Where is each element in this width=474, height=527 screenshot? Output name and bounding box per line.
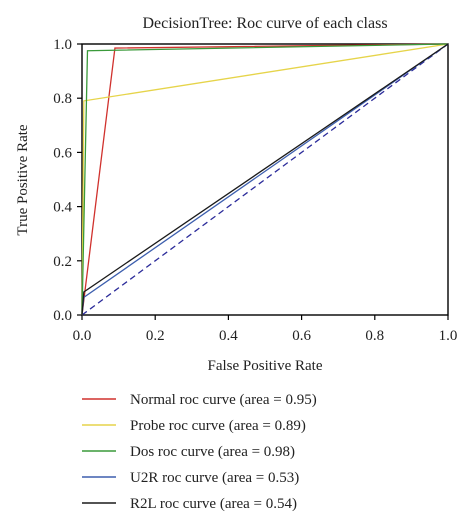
chart-title: DecisionTree: Roc curve of each class: [142, 15, 387, 32]
series-line-1: [81, 43, 449, 316]
legend-label: U2R roc curve (area = 0.53): [130, 470, 299, 486]
legend: Normal roc curve (area = 0.95) Probe roc …: [82, 392, 317, 512]
y-tick-label: 0.6: [53, 145, 72, 161]
y-tick-label: 0.8: [53, 91, 72, 107]
legend-label: Normal roc curve (area = 0.95): [130, 392, 317, 408]
legend-label: R2L roc curve (area = 0.54): [130, 496, 297, 512]
x-tick-label: 0.4: [219, 328, 238, 344]
series-line-2: [81, 43, 449, 316]
x-tick-label: 0.2: [146, 328, 165, 344]
y-axis-ticks: 0.0 0.2 0.4 0.6 0.8 1.0: [53, 37, 82, 324]
legend-label: Dos roc curve (area = 0.98): [130, 444, 295, 460]
series-layer: [81, 43, 449, 316]
y-tick-label: 1.0: [53, 37, 72, 53]
legend-label: Probe roc curve (area = 0.89): [130, 418, 306, 434]
reference-diagonal-line: [81, 43, 449, 316]
x-tick-label: 0.0: [73, 328, 92, 344]
series-line-4: [81, 43, 449, 316]
plot-frame: [81, 43, 449, 316]
y-tick-label: 0.4: [53, 200, 72, 216]
y-tick-label: 0.0: [53, 308, 72, 324]
x-tick-label: 1.0: [439, 328, 458, 344]
x-axis-label: False Positive Rate: [208, 358, 323, 374]
y-tick-label: 0.2: [53, 254, 72, 270]
x-axis-ticks: 0.0 0.2 0.4 0.6 0.8 1.0: [73, 315, 458, 344]
y-axis-label: True Positive Rate: [15, 124, 31, 235]
x-tick-label: 0.6: [292, 328, 311, 344]
series-line-3: [81, 43, 449, 316]
x-tick-label: 0.8: [365, 328, 384, 344]
series-line-0: [81, 43, 449, 316]
